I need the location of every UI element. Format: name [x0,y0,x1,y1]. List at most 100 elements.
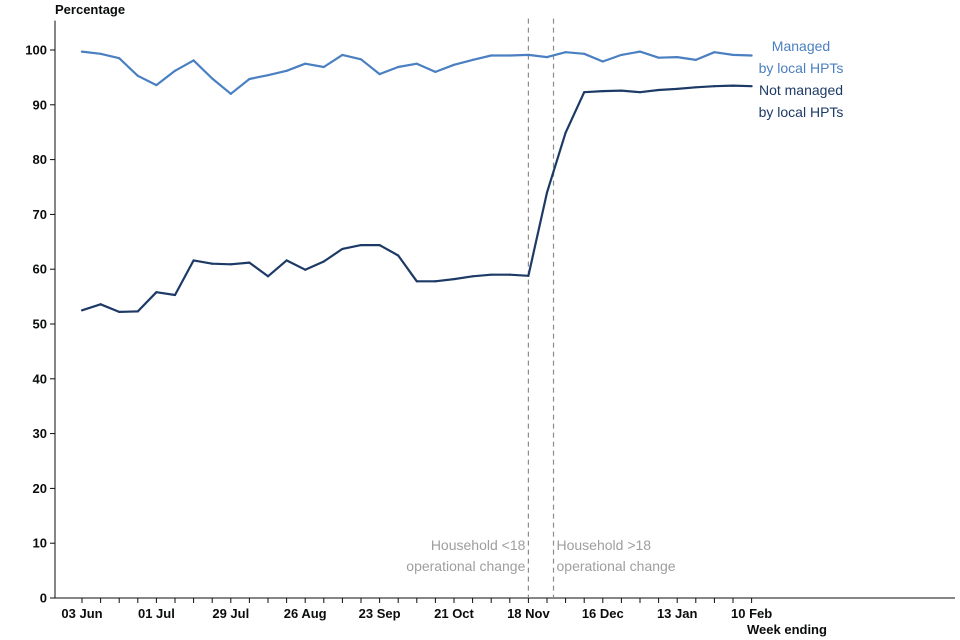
x-tick-label: 29 Jul [212,606,249,621]
data-point [266,275,270,278]
data-point [471,275,474,278]
data-point [266,74,270,77]
data-point [490,273,493,276]
data-point [173,69,177,72]
data-point [657,88,660,92]
series-label: Managed [772,38,830,54]
data-point [285,69,288,72]
data-point [638,91,642,94]
y-tick-label: 100 [25,43,47,58]
data-point [397,254,400,257]
x-tick-label: 21 Oct [434,606,474,621]
data-point [434,70,437,74]
series-label: by local HPTs [759,60,844,76]
data-point [452,63,456,66]
data-point [136,310,139,313]
data-point [564,51,567,54]
data-point [248,261,251,264]
data-point [750,85,753,88]
data-point [322,65,325,69]
data-point [211,77,214,80]
x-tick-label: 10 Feb [731,606,772,621]
data-point [378,243,381,247]
x-tick-label: 26 Aug [284,606,327,621]
data-point [155,291,158,294]
data-point [397,65,400,69]
data-point [731,84,735,87]
data-point [657,56,660,59]
data-point [620,89,623,92]
data-point [173,293,177,297]
y-tick-label: 80 [33,152,47,167]
data-point [359,243,363,247]
data-point [192,59,195,62]
data-point [601,60,604,63]
data-point [99,303,102,306]
data-point [248,77,251,81]
data-point [118,57,121,60]
annotations: Household <18 operational change Household… [406,18,676,598]
x-tick-label: 13 Jan [657,606,698,621]
data-point [713,85,716,88]
data-point [583,52,586,55]
y-tick-label: 60 [33,262,47,277]
series-line [81,84,752,313]
data-point [601,90,604,93]
data-point [471,58,474,61]
y-axis-title: Percentage [55,2,125,17]
annotation-label: Household <18 [431,537,526,553]
x-tick-label: 23 Sep [359,606,401,621]
data-point [341,247,344,251]
data-point [229,263,232,266]
data-point [415,62,418,65]
data-point [415,280,418,283]
data-point [99,52,102,55]
data-point [713,51,716,54]
data-point [527,274,530,277]
data-point [136,74,139,77]
data-point [341,53,344,57]
data-point [564,131,567,134]
y-tick-label: 70 [33,207,47,222]
y-tick-label: 0 [40,591,47,606]
data-point [434,280,437,283]
data-point [508,273,511,276]
data-point [676,87,679,91]
data-point [731,53,735,57]
x-tick-label: 18 Nov [507,606,550,621]
y-tick-label: 20 [33,481,47,496]
data-point [527,53,530,57]
series-label: by local HPTs [759,104,844,120]
data-point [638,50,642,53]
data-point [545,191,549,194]
y-tick-label: 30 [33,426,47,441]
annotation-label: operational change [406,558,525,574]
data-point [490,54,493,57]
data-point [750,54,753,57]
data-point [211,262,214,265]
data-point [359,58,363,61]
series-line [81,50,752,95]
x-tick-label: 01 Jul [138,606,175,621]
y-tick-label: 10 [33,536,47,551]
data-point [80,309,84,312]
data-point [322,260,325,263]
data-point [229,92,232,95]
y-tick-label: 90 [33,97,47,112]
data-point [304,62,307,65]
y-tick-label: 50 [33,317,47,332]
data-point [620,53,623,57]
data-point [694,58,697,61]
x-tick-label: 03 Jun [61,606,102,621]
axes: 0 10 20 30 40 50 60 70 80 90 100 03 Jun 01 Jul 29 Jul… [25,20,955,621]
data-point [583,91,586,94]
series-labels: Managed by local HPTs Not managed by local … [759,38,844,120]
series-label: Not managed [759,82,843,98]
x-axis-title: Week ending [747,622,827,637]
annotation-label: Household >18 [557,537,652,553]
data-point [192,259,195,262]
x-tick-label: 16 Dec [582,606,624,621]
data-point [694,86,697,89]
data-point [80,50,84,53]
